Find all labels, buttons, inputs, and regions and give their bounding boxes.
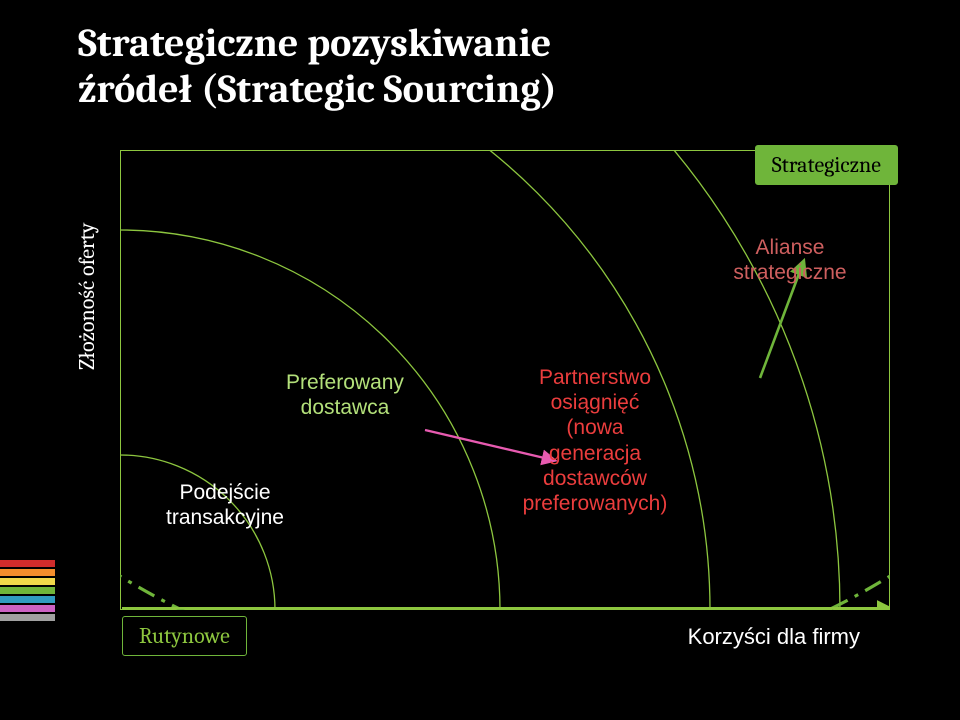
label-alliance: Alianse strategiczne (695, 235, 885, 285)
label-preferred: Preferowany dostawca (255, 370, 435, 420)
decorative-stripes (0, 560, 55, 628)
x-axis-label: Korzyści dla firmy (688, 624, 860, 650)
slide: Strategiczne pozyskiwanie źródeł (Strate… (0, 0, 960, 720)
strategy-chart: Podejście transakcyjne Preferowany dosta… (120, 150, 890, 610)
title-line2: źródeł (Strategic Sourcing) (78, 66, 557, 112)
badge-strategic: Strategiczne (755, 145, 898, 185)
title-line1: Strategiczne pozyskiwanie (78, 20, 551, 66)
badge-routine: Rutynowe (122, 616, 247, 656)
label-transactional: Podejście transakcyjne (140, 480, 310, 530)
y-axis-label: Złożoność oferty (74, 223, 100, 370)
page-title: Strategiczne pozyskiwanie źródeł (Strate… (78, 20, 557, 112)
label-partnership: Partnerstwo osiągnięć (nowa generacja do… (495, 365, 695, 516)
